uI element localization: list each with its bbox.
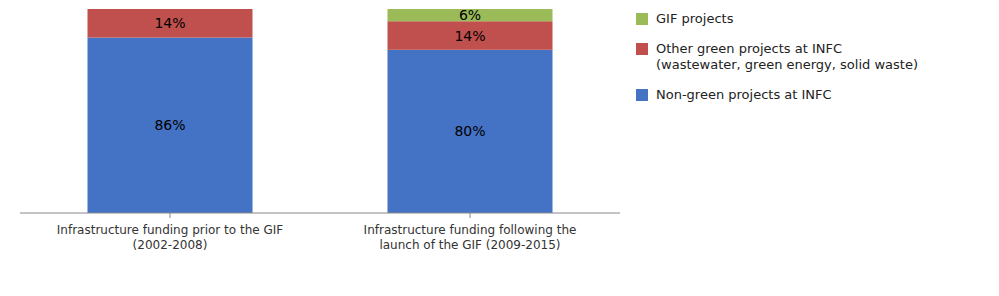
data-label: 14% [154, 15, 185, 31]
bar-segment [388, 50, 553, 213]
legend-swatch [636, 43, 648, 55]
bar-segment [388, 21, 553, 50]
tick-label: Infrastructure funding prior to the GIF(… [57, 223, 284, 252]
data-label: 80% [454, 123, 485, 139]
bar-segment [88, 38, 253, 213]
legend-label: Other green projects at INFC(wastewater,… [656, 41, 918, 72]
data-label: 14% [454, 28, 485, 44]
chart: 86% 80% 14% 14% 6% Infrastructure funding pri… [0, 0, 999, 296]
bar-segment [88, 9, 253, 38]
legend-swatch [636, 13, 648, 25]
bars [88, 9, 553, 213]
tick-mark [470, 213, 471, 218]
data-label: 86% [154, 117, 185, 133]
data-label: 6% [459, 7, 481, 23]
tick-label: Infrastructure funding following thelaun… [364, 223, 577, 252]
legend-swatch [636, 89, 648, 101]
data-labels: 86% 80% 14% 14% 6% [154, 7, 485, 139]
x-axis: Infrastructure funding prior to the GIF(… [20, 213, 620, 252]
legend: GIF projects Other green projects at INFC… [636, 11, 918, 102]
axis-line [20, 213, 620, 214]
tick-mark [170, 213, 171, 218]
legend-label: Non-green projects at INFC [656, 87, 832, 102]
legend-label: GIF projects [656, 11, 734, 26]
bar-segment [88, 9, 253, 10]
